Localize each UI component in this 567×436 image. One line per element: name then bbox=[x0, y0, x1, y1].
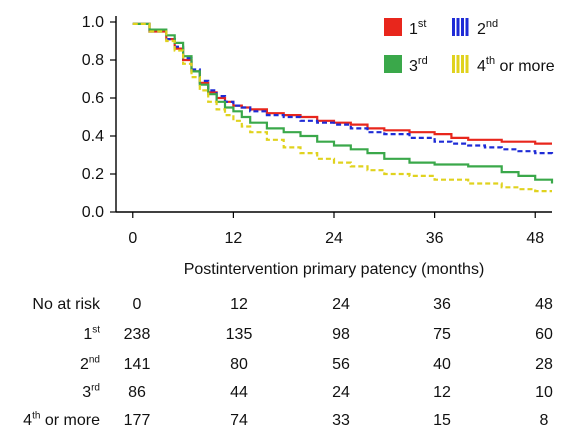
legend-item-2nd: 2nd bbox=[452, 18, 498, 38]
legend-label: 3rd bbox=[409, 55, 428, 75]
y-tick-label: 0.8 bbox=[82, 52, 104, 69]
risk-value: 8 bbox=[539, 412, 549, 429]
risk-row-label: 2nd bbox=[79, 354, 100, 373]
legend-swatch bbox=[465, 18, 469, 36]
legend-swatch bbox=[461, 18, 464, 36]
risk-row-2nd: 2nd 141 80 56 40 28 bbox=[0, 354, 567, 380]
risk-time-label: 0 bbox=[132, 296, 142, 313]
legend-swatch bbox=[452, 18, 455, 36]
y-tick-label: 0.4 bbox=[82, 128, 104, 145]
risk-time-label: 24 bbox=[332, 296, 350, 313]
legend-swatch bbox=[461, 55, 464, 73]
risk-value: 10 bbox=[535, 384, 553, 401]
x-axis-label: Postintervention primary patency (months… bbox=[184, 261, 485, 278]
x-tick-label: 24 bbox=[325, 230, 343, 247]
legend-label: 1st bbox=[409, 18, 426, 38]
risk-value: 74 bbox=[230, 412, 248, 429]
risk-value: 80 bbox=[230, 356, 248, 373]
risk-value: 141 bbox=[123, 356, 151, 373]
risk-row-4th-or-more: 4th or more 177 74 33 15 8 bbox=[0, 410, 567, 436]
legend-item-4th: 4th or more bbox=[452, 55, 555, 75]
y-tick-label: 0.0 bbox=[82, 204, 104, 221]
risk-row-label: 1st bbox=[83, 324, 100, 343]
risk-value: 135 bbox=[225, 326, 253, 343]
x-tick-label: 12 bbox=[224, 230, 242, 247]
series-line-1st bbox=[132, 22, 552, 145]
series-line-4th bbox=[132, 22, 552, 193]
risk-value: 238 bbox=[123, 326, 151, 343]
legend-swatch bbox=[465, 55, 469, 73]
legend-swatch bbox=[452, 55, 455, 73]
legend-swatch bbox=[456, 55, 460, 73]
x-tick-label: 0 bbox=[128, 230, 137, 247]
risk-value: 15 bbox=[433, 412, 451, 429]
risk-table: No at risk 0 12 24 36 48 1st 238 135 98 … bbox=[0, 296, 567, 436]
risk-value: 40 bbox=[433, 356, 451, 373]
risk-time-label: 36 bbox=[433, 296, 451, 313]
risk-value: 24 bbox=[332, 384, 350, 401]
risk-time-label: 48 bbox=[535, 296, 553, 313]
legend-label: 2nd bbox=[477, 18, 498, 38]
risk-time-label: 12 bbox=[230, 296, 248, 313]
risk-row-3rd: 3rd 86 44 24 12 10 bbox=[0, 382, 567, 408]
risk-value: 28 bbox=[535, 356, 553, 373]
legend-item-1st: 1st bbox=[384, 18, 426, 38]
risk-value: 86 bbox=[128, 384, 146, 401]
y-tick-label: 1.0 bbox=[82, 14, 104, 31]
risk-value: 56 bbox=[332, 356, 350, 373]
x-tick-label: 36 bbox=[426, 230, 444, 247]
y-tick-label: 0.2 bbox=[82, 166, 104, 183]
risk-header-label: No at risk bbox=[32, 296, 100, 313]
risk-value: 177 bbox=[123, 412, 151, 429]
risk-header-row: No at risk 0 12 24 36 48 bbox=[0, 296, 567, 320]
risk-row-1st: 1st 238 135 98 75 60 bbox=[0, 324, 567, 350]
x-tick-label: 48 bbox=[526, 230, 544, 247]
risk-row-label: 3rd bbox=[82, 382, 100, 401]
risk-value: 75 bbox=[433, 326, 451, 343]
legend-swatch bbox=[384, 18, 402, 36]
legend-item-3rd: 3rd bbox=[384, 55, 428, 75]
survival-chart: 0.0 0.2 0.4 0.6 0.8 1.0 0 12 24 36 48 Postintervent… bbox=[82, 14, 555, 278]
legend-swatch bbox=[456, 18, 460, 36]
series-line-2nd bbox=[132, 22, 554, 155]
y-tick-label: 0.6 bbox=[82, 90, 104, 107]
legend-swatch bbox=[384, 55, 402, 73]
risk-row-label: 4th or more bbox=[23, 410, 100, 429]
risk-value: 98 bbox=[332, 326, 350, 343]
legend-label: 4th or more bbox=[477, 55, 555, 75]
risk-value: 44 bbox=[230, 384, 248, 401]
risk-value: 12 bbox=[433, 384, 451, 401]
risk-value: 60 bbox=[535, 326, 553, 343]
risk-value: 33 bbox=[332, 412, 350, 429]
series-line-3rd bbox=[132, 22, 554, 184]
